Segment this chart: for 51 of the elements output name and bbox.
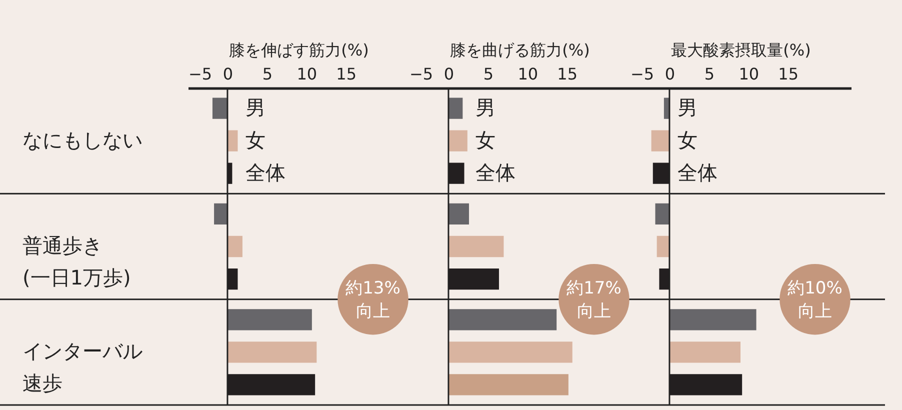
x-tick-label: 10 [296,64,318,84]
series-label: 全体 [475,160,516,184]
bar [669,342,740,363]
x-tick-label: −5 [630,64,654,84]
x-tick-label: 5 [704,64,715,84]
bar [448,236,504,258]
x-tick-label: 5 [483,64,494,84]
bar [656,236,670,258]
x-tick-label: −5 [410,64,434,84]
annotation: 約13% 向上 [346,278,400,322]
x-axis-title: 膝を伸ばす筋力(%) [229,40,369,60]
y-tick-label: なにもしない [22,128,142,152]
bar [227,309,312,330]
series-label: 男 [475,95,496,120]
y-tick-label: 普通歩き(一日1万歩) [22,234,131,290]
annotation: 約17% 向上 [566,278,622,322]
series-label: 女 [677,128,698,152]
x-tick-label: −5 [188,64,212,84]
x-tick-label: 15 [557,64,578,84]
x-tick-label: 0 [222,64,234,84]
x-axis-title: 膝を曲げる筋力(%) [450,40,590,60]
bar [227,130,238,152]
bar [651,130,670,152]
bar [448,203,469,225]
bar [227,236,242,258]
x-tick-label: 0 [444,64,454,84]
bar [655,203,670,225]
series-label: 女 [475,128,496,152]
x-tick-label: 15 [336,64,357,84]
annotation: 約10% 向上 [788,278,842,322]
series-label: 全体 [677,160,718,184]
bar [448,130,468,152]
x-tick-label: 10 [738,64,760,84]
series-label: 男 [246,95,266,120]
bar [448,374,568,396]
series-label: 男 [677,95,698,120]
x-tick-label: 15 [778,64,799,84]
series-label: 女 [246,128,266,152]
bar [227,342,317,363]
bar [669,309,756,330]
x-tick-label: 0 [664,64,676,84]
series-label: 全体 [246,160,286,184]
bar [212,98,228,119]
x-tick-label: 5 [262,64,273,84]
x-axis-title: 最大酸素摂取量(%) [671,40,811,60]
bar [448,98,463,119]
x-tick-label: 10 [518,64,538,84]
y-tick-label: インターバル速歩 [22,339,142,396]
bar [448,342,572,363]
bar [214,203,228,225]
bar [448,309,557,330]
